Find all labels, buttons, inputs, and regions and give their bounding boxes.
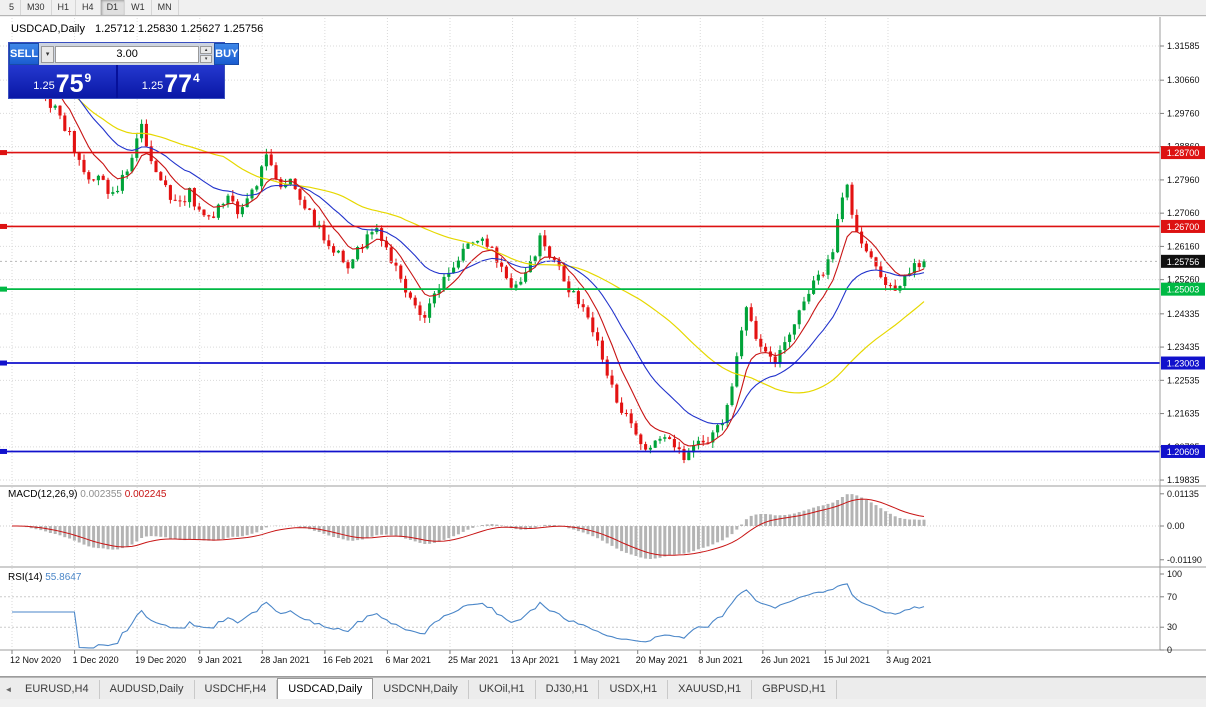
rsi-label: RSI(14) 55.8647 (8, 572, 82, 583)
svg-text:0.01135: 0.01135 (1167, 489, 1199, 499)
volume-dropdown-button[interactable]: ▾ (41, 45, 55, 63)
tab-gbpusd-h1[interactable]: GBPUSD,H1 (752, 680, 837, 699)
svg-text:1.27960: 1.27960 (1167, 175, 1200, 185)
sell-price-base: 1.25 (33, 80, 55, 92)
svg-text:30: 30 (1167, 622, 1177, 632)
buy-price-display[interactable]: 1.25 77 4 (117, 65, 224, 98)
svg-text:1.29760: 1.29760 (1167, 108, 1200, 118)
svg-text:20 May 2021: 20 May 2021 (636, 655, 688, 665)
svg-text:1 Dec 2020: 1 Dec 2020 (73, 655, 119, 665)
tab-usdx-h1[interactable]: USDX,H1 (599, 680, 669, 699)
svg-text:9 Jan 2021: 9 Jan 2021 (198, 655, 243, 665)
buy-price-base: 1.25 (141, 80, 164, 92)
tab-ukoil-h1[interactable]: UKOil,H1 (469, 680, 536, 699)
svg-text:1.22535: 1.22535 (1167, 375, 1200, 385)
buy-price-pips: 77 (164, 69, 193, 98)
sell-price-pipette: 9 (84, 71, 92, 85)
tab-usdcnh-daily[interactable]: USDCNH,Daily (373, 680, 469, 699)
svg-text:1.25260: 1.25260 (1167, 275, 1200, 285)
timeframe-toolbar: 5 M30 H1 H4 D1 W1 MN (0, 0, 1206, 16)
timeframe-button-w1[interactable]: W1 (125, 0, 152, 15)
svg-text:1.23435: 1.23435 (1167, 342, 1200, 352)
horizontal-level-lines[interactable] (0, 150, 1160, 454)
svg-text:0.00: 0.00 (1167, 521, 1185, 531)
svg-text:13 Apr 2021: 13 Apr 2021 (511, 655, 560, 665)
macd-label: MACD(12,26,9) 0.002355 0.002245 (8, 489, 167, 500)
volume-stepper[interactable]: ▴ ▾ (200, 45, 213, 63)
svg-text:26 Jun 2021: 26 Jun 2021 (761, 655, 811, 665)
macd-panel (0, 494, 1160, 559)
tab-scroll-left-button[interactable]: ◄ (4, 685, 13, 694)
svg-text:16 Feb 2021: 16 Feb 2021 (323, 655, 374, 665)
svg-text:6 Mar 2021: 6 Mar 2021 (385, 655, 431, 665)
svg-text:1.20609: 1.20609 (1167, 447, 1200, 457)
timeframe-button-h1[interactable]: H1 (52, 0, 77, 15)
trade-panel-quotes: 1.25 75 9 1.25 77 4 (9, 65, 224, 98)
chart-window[interactable]: 1.315851.306601.297601.288601.279601.270… (0, 17, 1206, 677)
svg-text:1.24335: 1.24335 (1167, 309, 1200, 319)
buy-price-pipette: 4 (193, 71, 200, 85)
stepper-up-icon[interactable]: ▴ (200, 45, 213, 54)
volume-input[interactable] (55, 45, 200, 63)
chart-ohlc-values: 1.25712 1.25830 1.25627 1.25756 (95, 23, 264, 35)
date-axis[interactable]: 12 Nov 2020 1 Dec 2020 19 Dec 2020 9 Jan 20… (10, 650, 932, 665)
chart-symbol-period-label: USDCAD,Daily (11, 23, 85, 35)
svg-text:12 Nov 2020: 12 Nov 2020 (10, 655, 61, 665)
tab-audusd-daily[interactable]: AUDUSD,Daily (100, 680, 195, 699)
timeframe-button-h4[interactable]: H4 (76, 0, 101, 15)
tab-xauusd-h1[interactable]: XAUUSD,H1 (668, 680, 753, 699)
tab-eurusd-h4[interactable]: EURUSD,H4 (15, 680, 100, 699)
svg-text:1.31585: 1.31585 (1167, 41, 1200, 51)
svg-text:1.25003: 1.25003 (1167, 285, 1200, 295)
svg-text:1.30660: 1.30660 (1167, 75, 1200, 85)
svg-text:25 Mar 2021: 25 Mar 2021 (448, 655, 499, 665)
svg-text:15 Jul 2021: 15 Jul 2021 (823, 655, 870, 665)
timeframe-button-5[interactable]: 5 (3, 0, 22, 15)
svg-text:1.25756: 1.25756 (1167, 257, 1200, 267)
price-chart-canvas[interactable]: 1.315851.306601.297601.288601.279601.270… (0, 17, 1206, 677)
tab-usdchf-h4[interactable]: USDCHF,H4 (195, 680, 278, 699)
svg-text:1.23003: 1.23003 (1167, 359, 1200, 369)
rsi-panel (0, 583, 1160, 649)
sell-price-pips: 75 (55, 69, 84, 98)
timeframe-button-mn[interactable]: MN (152, 0, 179, 15)
volume-control: ▾ ▴ ▾ (39, 43, 215, 65)
chevron-down-icon: ▾ (45, 51, 50, 58)
svg-text:19 Dec 2020: 19 Dec 2020 (135, 655, 186, 665)
moving-averages (11, 56, 925, 447)
stepper-down-icon[interactable]: ▾ (200, 54, 213, 63)
svg-text:8 Jun 2021: 8 Jun 2021 (698, 655, 743, 665)
sell-price-display[interactable]: 1.25 75 9 (9, 65, 116, 98)
sell-button[interactable]: SELL (9, 43, 40, 65)
svg-text:1.19835: 1.19835 (1167, 475, 1200, 485)
svg-text:1.21635: 1.21635 (1167, 409, 1200, 419)
svg-text:1.28700: 1.28700 (1167, 148, 1200, 158)
trade-panel-controls: SELL ▾ ▴ ▾ BUY (9, 43, 240, 65)
svg-text:1.26700: 1.26700 (1167, 222, 1200, 232)
timeframe-button-m30[interactable]: M30 (21, 0, 52, 15)
indicator-labels: MACD(12,26,9) 0.002355 0.002245 RSI(14) 5… (8, 489, 167, 583)
timeframe-button-d1[interactable]: D1 (100, 0, 126, 15)
chart-title: USDCAD,Daily 1.25712 1.25830 1.25627 1.2… (11, 23, 263, 35)
svg-text:70: 70 (1167, 592, 1177, 602)
svg-text:-0.01190: -0.01190 (1167, 555, 1202, 565)
buy-button[interactable]: BUY (214, 43, 240, 65)
price-axis[interactable]: 1.315851.306601.297601.288601.279601.270… (1160, 41, 1205, 655)
panel-separators[interactable] (0, 17, 1206, 677)
svg-text:1.26160: 1.26160 (1167, 241, 1200, 251)
svg-text:0: 0 (1167, 645, 1172, 655)
svg-text:100: 100 (1167, 569, 1182, 579)
tab-dj30-h1[interactable]: DJ30,H1 (536, 680, 600, 699)
svg-text:28 Jan 2021: 28 Jan 2021 (260, 655, 310, 665)
svg-text:1.27060: 1.27060 (1167, 208, 1200, 218)
svg-text:1 May 2021: 1 May 2021 (573, 655, 620, 665)
svg-text:3 Aug 2021: 3 Aug 2021 (886, 655, 932, 665)
chart-tabs-bar: ◄ EURUSD,H4 AUDUSD,Daily USDCHF,H4 USDCAD,D… (0, 677, 1206, 699)
tab-usdcad-daily[interactable]: USDCAD,Daily (277, 678, 374, 699)
